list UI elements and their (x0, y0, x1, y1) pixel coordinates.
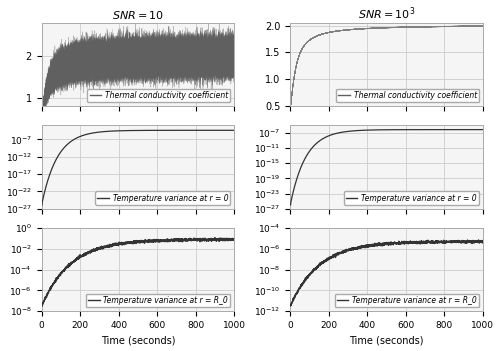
Legend: Temperature variance at r = R_0: Temperature variance at r = R_0 (86, 294, 231, 307)
Text: Temperature variance at r = R_0: Temperature variance at r = R_0 (104, 296, 228, 305)
Text: Thermal conductivity coefficient: Thermal conductivity coefficient (105, 91, 228, 99)
Text: Temperature variance at r = 0: Temperature variance at r = 0 (362, 193, 477, 202)
Legend: Thermal conductivity coefficient: Thermal conductivity coefficient (88, 89, 231, 102)
Text: Temperature variance at r = 0: Temperature variance at r = 0 (113, 193, 228, 202)
Title: $SNR = 10^3$: $SNR = 10^3$ (358, 6, 415, 22)
Text: Thermal conductivity coefficient: Thermal conductivity coefficient (354, 91, 477, 99)
Text: Temperature variance at r = R_0: Temperature variance at r = R_0 (352, 296, 477, 305)
Legend: Temperature variance at r = 0: Temperature variance at r = 0 (95, 191, 230, 205)
X-axis label: Time (seconds): Time (seconds) (350, 336, 424, 345)
Legend: Temperature variance at r = R_0: Temperature variance at r = R_0 (334, 294, 479, 307)
Legend: Temperature variance at r = 0: Temperature variance at r = 0 (344, 191, 479, 205)
X-axis label: Time (seconds): Time (seconds) (100, 336, 175, 345)
Legend: Thermal conductivity coefficient: Thermal conductivity coefficient (336, 89, 479, 102)
Title: $SNR = 10$: $SNR = 10$ (112, 9, 164, 21)
